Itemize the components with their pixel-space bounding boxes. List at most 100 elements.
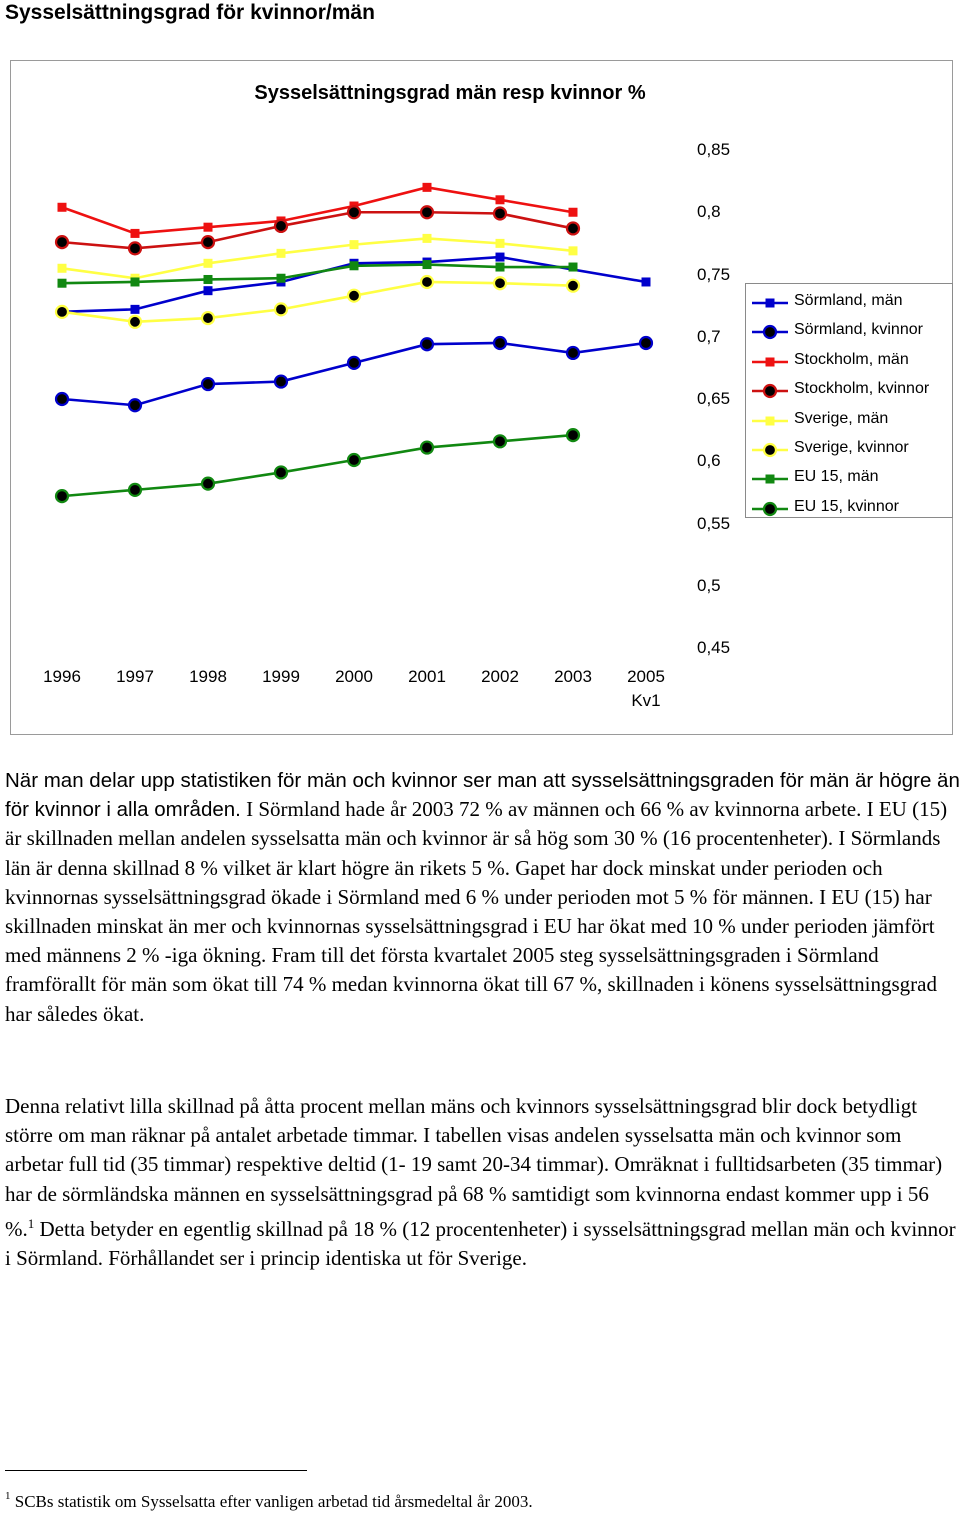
paragraph-1-body: I Sörmland hade år 2003 72 % av männen o… (5, 797, 948, 1026)
series-8-point-3 (200, 476, 216, 491)
series-2-point-9 (638, 335, 654, 351)
x-tick-label: 2000 (335, 667, 373, 686)
paragraph-2-body: Denna relativt lilla skillnad på åtta pr… (5, 1094, 943, 1241)
y-tick-label: 0,7 (697, 326, 721, 346)
x-tick-label: 1996 (43, 667, 81, 686)
series-3-point-3 (203, 222, 213, 232)
legend-item: EU 15, kvinnor (746, 494, 952, 523)
legend-marker (765, 298, 775, 308)
series-8-point-1 (54, 489, 70, 504)
paragraph-2: Denna relativt lilla skillnad på åtta pr… (5, 1092, 960, 1273)
series-7-point-6 (422, 260, 432, 270)
series-6-point-6 (419, 274, 435, 290)
series-4-point-2 (127, 241, 143, 256)
x-tick-label: 2002 (481, 667, 519, 686)
footnote-ref[interactable]: 1 (27, 1215, 35, 1231)
series-4-point-3 (200, 235, 216, 250)
legend-item: Sverige, kvinnor (746, 435, 952, 464)
series-3-point-6 (422, 182, 432, 192)
legend-swatch (752, 474, 788, 484)
y-tick-label: 0,6 (697, 451, 721, 471)
legend-item: Sörmland, män (746, 288, 952, 317)
legend-marker (762, 501, 778, 516)
series-3-point-1 (57, 202, 67, 212)
series-2-point-2 (127, 398, 143, 413)
legend-swatch (752, 357, 788, 367)
paragraph-2-cont: Detta betyder en egentlig skillnad på 18… (5, 1216, 956, 1271)
legend-item: EU 15, män (746, 464, 952, 493)
series-2-point-4 (273, 374, 289, 389)
legend-swatch (752, 384, 788, 399)
legend-swatch (752, 501, 788, 516)
series-6-point-7 (492, 276, 508, 291)
series-7-point-3 (203, 274, 213, 284)
legend-marker (765, 357, 775, 367)
series-2-point-1 (54, 391, 70, 407)
y-tick-label: 0,8 (697, 202, 721, 222)
series-7-point-8 (568, 262, 578, 272)
series-5-point-7 (495, 238, 505, 248)
x-tick-label: 2001 (408, 667, 446, 686)
legend-marker (762, 442, 778, 458)
chart-title: Sysselsättningsgrad män resp kvinnor % (254, 82, 646, 104)
y-tick-label: 0,55 (697, 513, 731, 533)
paragraph-1-intro: När man delar upp statistiken för män oc… (5, 769, 960, 822)
series-6-point-2 (127, 314, 143, 329)
page-heading: Sysselsättningsgrad för kvinnor/män (5, 1, 375, 24)
series-4-point-4 (273, 218, 289, 234)
series-6-point-1 (54, 304, 70, 319)
series-7-point-4 (276, 273, 286, 283)
y-tick-label: 0,45 (697, 638, 731, 657)
legend-label: Sverige, kvinnor (794, 439, 909, 456)
series-4-point-5 (346, 205, 362, 220)
legend-label: Stockholm, män (794, 350, 909, 368)
chart-legend: Sörmland, män Sörmland, kvinnor Stockholm,… (745, 283, 953, 518)
series-2-point-7 (492, 335, 508, 351)
series-5-point-6 (422, 233, 432, 243)
paragraph-1: När man delar upp statistiken för män oc… (5, 766, 960, 1029)
series-1-point-7 (495, 252, 505, 262)
series-6-point-3 (200, 310, 216, 326)
footnote-text: SCBs statistik om Sysselsatta efter vanl… (10, 1492, 533, 1511)
legend-swatch (752, 325, 788, 340)
series-8-point-2 (127, 482, 143, 497)
series-4-point-6 (419, 205, 435, 220)
x-tick-label: 2005 Kv1 (627, 667, 665, 710)
y-tick-label: 0,5 (697, 575, 721, 595)
series-line-8 (61, 433, 574, 498)
legend-swatch (752, 442, 788, 458)
series-7-point-1 (57, 278, 67, 288)
series-6-point-4 (273, 302, 289, 317)
series-4-point-7 (492, 206, 508, 221)
series-5-point-3 (203, 258, 213, 268)
series-8-point-6 (419, 440, 435, 455)
legend-label: Sörmland, män (794, 292, 903, 309)
legend-marker (762, 325, 778, 340)
series-1-point-9 (641, 277, 651, 287)
series-7-point-7 (495, 262, 505, 272)
series-3-point-2 (130, 228, 140, 238)
series-6-point-8 (565, 278, 581, 293)
series-line-3 (61, 186, 574, 235)
series-line-2 (61, 341, 647, 407)
legend-item: Stockholm, män (746, 347, 952, 376)
legend-item: Sörmland, kvinnor (746, 317, 952, 346)
series-6-point-5 (346, 288, 362, 303)
series-5-point-4 (276, 248, 286, 258)
legend-label: EU 15, män (794, 468, 879, 486)
series-5-point-1 (57, 263, 67, 273)
series-5-point-5 (349, 240, 359, 250)
series-7-point-2 (130, 277, 140, 287)
series-8-point-7 (492, 434, 508, 449)
series-1-point-2 (130, 304, 140, 314)
series-2-point-8 (565, 345, 581, 361)
y-tick-label: 0,65 (697, 389, 731, 408)
series-7-point-5 (349, 261, 359, 271)
series-8-point-8 (565, 428, 581, 443)
y-tick-label: 0,75 (697, 264, 731, 284)
series-2-point-6 (419, 337, 435, 352)
series-1-point-3 (203, 286, 213, 296)
legend-item: Sverige, män (746, 406, 952, 435)
legend-label: Stockholm, kvinnor (794, 380, 930, 398)
y-tick-label: 0,85 (697, 140, 731, 159)
